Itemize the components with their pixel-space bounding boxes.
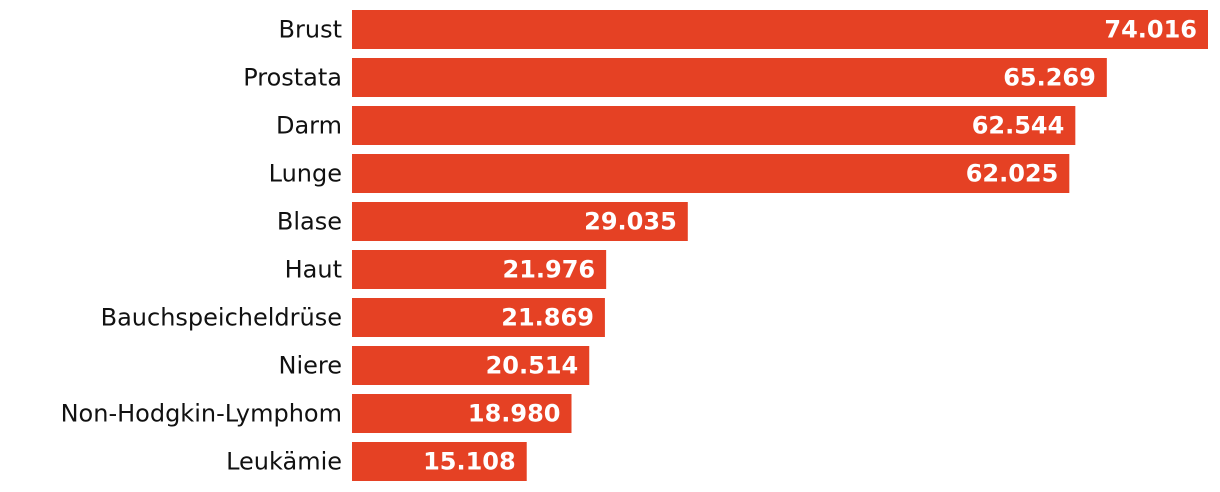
- value-label: 65.269: [1003, 64, 1096, 92]
- category-label: Non-Hodgkin-Lymphom: [61, 400, 342, 428]
- value-label: 20.514: [486, 352, 579, 380]
- category-label: Darm: [276, 112, 342, 140]
- bar: [352, 154, 1070, 193]
- value-label: 74.016: [1104, 16, 1197, 44]
- category-label: Brust: [279, 16, 342, 44]
- value-label: 21.869: [501, 304, 594, 332]
- category-label: Lunge: [269, 160, 342, 188]
- category-label: Bauchspeicheldrüse: [101, 304, 342, 332]
- bar: [352, 346, 590, 385]
- category-label: Leukämie: [226, 448, 342, 476]
- value-label: 21.976: [503, 256, 596, 284]
- category-label: Prostata: [243, 64, 342, 92]
- bar: [352, 298, 605, 337]
- bar: [352, 442, 527, 481]
- value-label: 29.035: [584, 208, 677, 236]
- bar: [352, 106, 1076, 145]
- bar: [352, 58, 1107, 97]
- bar: [352, 250, 607, 289]
- value-label: 18.980: [468, 400, 561, 428]
- bar: [352, 394, 572, 433]
- value-label: 62.025: [966, 160, 1059, 188]
- bar: [352, 202, 688, 241]
- category-label: Haut: [285, 256, 342, 284]
- category-label: Blase: [277, 208, 342, 236]
- value-label: 15.108: [423, 448, 516, 476]
- bar: [352, 10, 1208, 49]
- category-label: Niere: [279, 352, 343, 380]
- value-label: 62.544: [972, 112, 1065, 140]
